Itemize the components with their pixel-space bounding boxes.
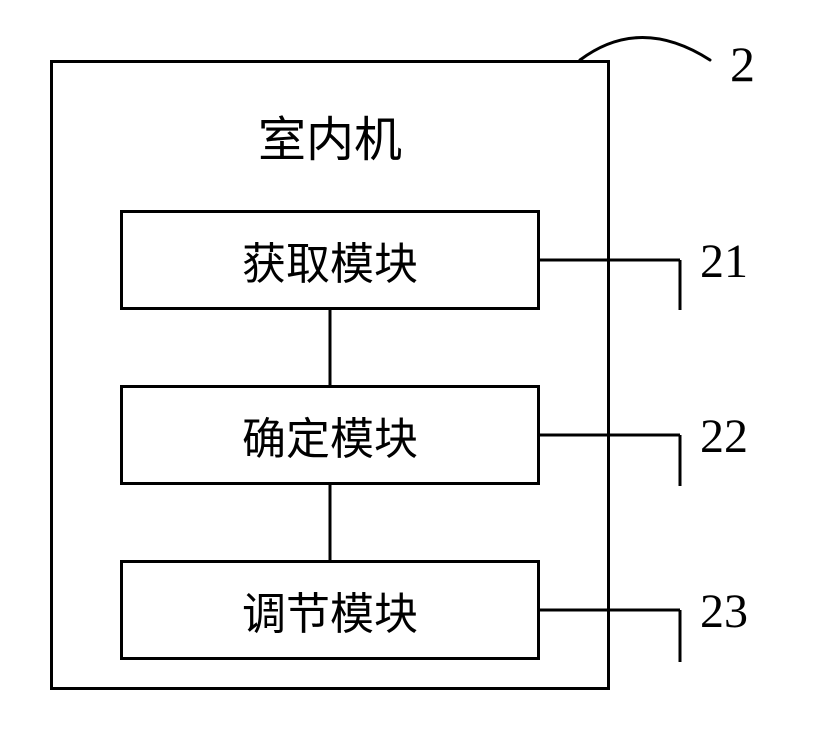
module-acquire: 获取模块 (120, 210, 540, 310)
module-adjust-label: 调节模块 (242, 578, 418, 642)
module-adjust: 调节模块 (120, 560, 540, 660)
diagram-title: 室内机 (50, 100, 610, 170)
diagram-canvas: 室内机 获取模块 确定模块 调节模块 2 21 22 23 (0, 0, 814, 755)
reference-label-23: 23 (700, 584, 748, 639)
module-determine-label: 确定模块 (242, 403, 418, 467)
reference-label-21: 21 (700, 234, 748, 289)
reference-label-outer: 2 (730, 35, 755, 93)
reference-label-22: 22 (700, 409, 748, 464)
module-determine: 确定模块 (120, 385, 540, 485)
module-acquire-label: 获取模块 (242, 228, 418, 292)
